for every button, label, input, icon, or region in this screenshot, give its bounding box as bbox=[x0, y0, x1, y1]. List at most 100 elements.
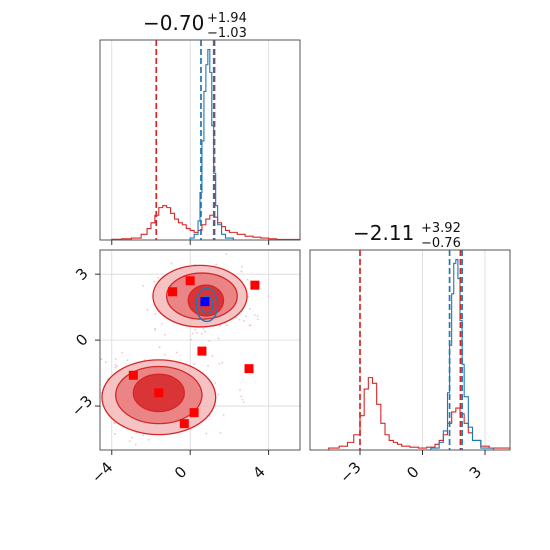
sample-point bbox=[135, 432, 138, 435]
red-square-marker bbox=[189, 408, 199, 418]
sample-point bbox=[154, 312, 157, 315]
sample-point bbox=[221, 361, 224, 364]
sample-point bbox=[211, 355, 214, 357]
sample-point bbox=[190, 338, 193, 341]
sample-point bbox=[200, 332, 203, 335]
sample-point bbox=[114, 422, 116, 425]
sample-point bbox=[253, 314, 256, 316]
sample-point bbox=[157, 276, 160, 279]
marginal-y-histogram-blue bbox=[422, 258, 494, 451]
sample-point bbox=[241, 398, 244, 401]
sample-point bbox=[121, 352, 123, 354]
marginal-x-frame bbox=[99, 39, 301, 241]
marginal-y-title-sup: +3.92 bbox=[421, 221, 461, 236]
red-square-marker bbox=[197, 346, 207, 356]
joint-sample-points bbox=[90, 253, 270, 446]
sample-point bbox=[214, 382, 217, 384]
blue-square-marker bbox=[200, 297, 210, 307]
sample-point bbox=[128, 440, 131, 443]
sample-point bbox=[259, 281, 262, 284]
sample-point bbox=[226, 324, 228, 326]
marginal-y-histograms bbox=[310, 258, 511, 451]
sample-point bbox=[235, 316, 238, 319]
sample-point bbox=[242, 401, 245, 404]
sample-point bbox=[207, 364, 209, 367]
sample-point bbox=[194, 328, 196, 331]
marginal-x-quantile-lines bbox=[155, 40, 216, 240]
marginal-x-histogram-red bbox=[100, 205, 301, 241]
marginal-y-title-sub: −0.76 bbox=[421, 236, 461, 251]
sample-point bbox=[90, 416, 92, 418]
sample-point bbox=[256, 318, 259, 321]
marginal-y-tick-label: 0 bbox=[403, 463, 422, 482]
joint-y-tick-label: 0 bbox=[72, 330, 91, 349]
sample-point bbox=[114, 432, 116, 435]
sample-point bbox=[142, 284, 144, 287]
sample-point bbox=[134, 443, 137, 446]
red-square-marker bbox=[179, 419, 189, 429]
sample-point bbox=[170, 262, 173, 265]
sample-point bbox=[116, 365, 118, 368]
sample-point bbox=[104, 361, 107, 363]
sample-point bbox=[193, 363, 195, 366]
sample-point bbox=[161, 323, 164, 325]
marginal-x-panel: −0.70 +1.94 −1.03 bbox=[99, 11, 301, 245]
marginal-y-histogram-red bbox=[310, 377, 511, 451]
red-square-marker bbox=[250, 280, 260, 290]
joint-x-tick-label: 4 bbox=[249, 463, 268, 482]
marginal-y-grid bbox=[359, 250, 486, 450]
marginal-x-title-main: −0.70 bbox=[143, 11, 204, 35]
marginal-y-tick-label: −3 bbox=[336, 458, 364, 486]
sample-point bbox=[245, 315, 247, 318]
marginal-y-tick-label: 3 bbox=[466, 463, 485, 482]
joint-markers bbox=[128, 276, 260, 429]
sample-point bbox=[114, 363, 117, 366]
marginal-x-grid bbox=[111, 40, 270, 240]
sample-point bbox=[153, 280, 156, 283]
sample-point bbox=[215, 263, 218, 266]
sample-point bbox=[204, 330, 206, 333]
sample-point bbox=[267, 295, 270, 298]
marginal-y-quantile-lines bbox=[359, 250, 463, 450]
sample-point bbox=[146, 309, 149, 311]
sample-point bbox=[239, 389, 241, 392]
sample-point bbox=[164, 353, 166, 356]
sample-point bbox=[238, 318, 241, 321]
sample-point bbox=[246, 278, 249, 281]
sample-point bbox=[126, 359, 129, 362]
sample-point bbox=[114, 366, 117, 369]
sample-point bbox=[191, 332, 194, 335]
marginal-x-ticks bbox=[111, 240, 270, 245]
sample-point bbox=[222, 414, 225, 416]
sample-point bbox=[219, 324, 221, 327]
sample-point bbox=[248, 308, 251, 311]
sample-point bbox=[208, 339, 211, 342]
sample-point bbox=[142, 434, 145, 437]
marginal-x-histograms bbox=[100, 48, 301, 241]
sample-point bbox=[154, 329, 157, 331]
red-square-marker bbox=[128, 370, 138, 380]
joint-x-tick-label: −4 bbox=[88, 458, 116, 486]
marginal-y-ticks: −3 0 3 bbox=[336, 450, 486, 487]
blue-contour bbox=[195, 287, 219, 323]
joint-frame bbox=[99, 249, 301, 451]
joint-y-tick-label: 3 bbox=[72, 264, 91, 283]
red-square-marker bbox=[154, 388, 164, 398]
marginal-y-panel: −3 0 3 −2.11 +3.92 −0.76 bbox=[309, 221, 511, 487]
sample-point bbox=[241, 265, 243, 268]
sample-point bbox=[100, 358, 103, 360]
red-square-marker bbox=[168, 287, 178, 297]
sample-point bbox=[205, 432, 208, 435]
sample-point bbox=[175, 351, 178, 354]
sample-point bbox=[164, 333, 166, 336]
marginal-y-frame bbox=[309, 249, 511, 451]
marginal-x-title-sup: +1.94 bbox=[207, 11, 247, 26]
sample-point bbox=[248, 324, 251, 327]
sample-point bbox=[240, 270, 243, 273]
sample-point bbox=[147, 438, 150, 441]
sample-point bbox=[243, 320, 245, 322]
sample-point bbox=[195, 331, 198, 334]
sample-point bbox=[202, 327, 205, 330]
marginal-x-title-sub: −1.03 bbox=[207, 26, 247, 41]
marginal-x-histogram-blue bbox=[186, 48, 234, 241]
